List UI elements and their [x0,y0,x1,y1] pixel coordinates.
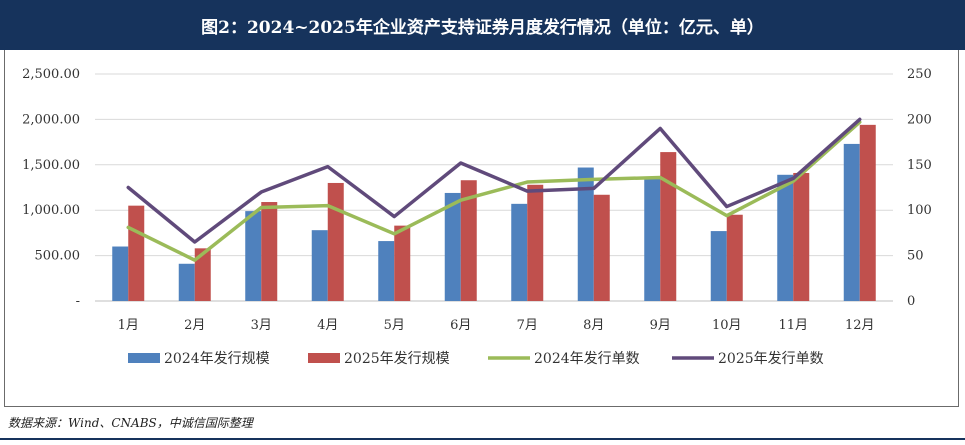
bottom-rule [0,438,965,440]
y-left-tick-label: 1,000.00 [22,203,80,218]
bar-2024 [843,143,860,301]
x-tick-label: 9月 [650,318,671,333]
x-tick-label: 10月 [712,318,742,333]
y-right-tick-label: 50 [907,249,924,264]
x-tick-label: 6月 [450,318,471,333]
line-2024-count [126,120,862,262]
bar-2024 [444,192,461,301]
legend-2024-scale-swatch [128,353,160,363]
bar-2024 [511,203,528,301]
bar-2024 [777,174,794,301]
bar-2024 [311,230,328,301]
bar-2025 [128,205,145,301]
x-tick-label: 11月 [778,318,808,333]
y-right-tick-label: 250 [907,67,932,82]
y-right-tick-label: 150 [907,158,932,173]
x-tick-label: 4月 [317,318,338,333]
bar-2025 [726,214,743,301]
x-tick-label: 8月 [583,318,604,333]
x-tick-label: 3月 [251,318,272,333]
bar-2025 [593,194,610,301]
y-right-tick-label: 0 [907,294,915,309]
x-tick-label: 1月 [118,318,139,333]
bar-2024 [644,178,661,301]
legend-2025-scale-swatch [308,353,340,363]
legend-2025-count-label: 2025年发行单数 [718,351,824,367]
y-right-tick-label: 100 [907,203,932,218]
y-right-tick-label: 200 [907,112,932,127]
bar-2025 [527,184,544,301]
bar-2024 [378,241,395,301]
legend-2024-count-label: 2024年发行单数 [534,351,640,367]
bar-2024 [710,231,727,301]
bar-2024 [178,263,195,301]
bar-2025 [793,172,810,301]
x-tick-label: 2月 [184,318,205,333]
bar-2025 [660,152,677,301]
bar-2025 [394,225,411,301]
bar-2025 [327,182,344,301]
bar-2025 [859,124,876,302]
bar-2024 [112,246,129,301]
bar-2024 [577,167,594,301]
bar-2024 [245,211,262,301]
bar-2025 [460,180,477,301]
bar-2025 [261,202,278,301]
y-left-tick-label: 1,500.00 [22,158,80,173]
x-tick-label: 7月 [517,318,538,333]
legend-2024-scale-label: 2024年发行规模 [164,351,270,367]
chart-area: - 500.00 1,000.00 1,500.00 2,000.00 2,500.00 0… [22,67,932,367]
y-left-tick-label: 2,000.00 [22,112,80,127]
x-tick-label: 12月 [845,318,875,333]
y-left-tick-label: 500.00 [35,249,81,264]
source-note: 数据来源：Wind、CNABS，中诚信国际整理 [8,416,253,430]
legend-2025-scale-label: 2025年发行规模 [344,351,450,367]
title-bar: 图2：2024~2025年企业资产支持证券月度发行情况（单位：亿元、单） [0,0,965,50]
x-tick-label: 5月 [384,318,405,333]
chart-title: 图2：2024~2025年企业资产支持证券月度发行情况（单位：亿元、单） [201,17,764,38]
y-left-tick-label: - [76,294,80,309]
y-left-tick-label: 2,500.00 [22,67,80,82]
bar-2025 [194,248,211,301]
line-2025-count [126,117,862,244]
